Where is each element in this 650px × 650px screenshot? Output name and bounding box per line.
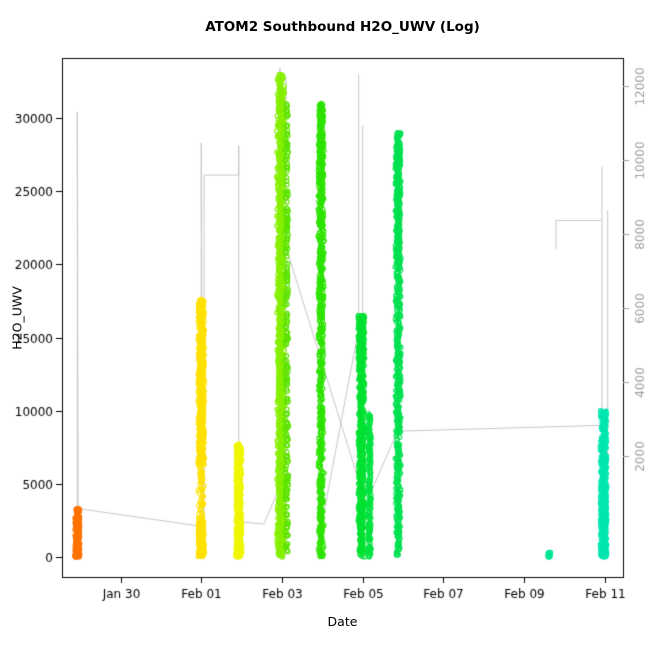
chart-title: ATOM2 Southbound H2O_UWV (Log) [205, 19, 480, 35]
y-axis-label: H2O_UWV [9, 286, 25, 350]
x-axis-label: Date [327, 614, 358, 629]
